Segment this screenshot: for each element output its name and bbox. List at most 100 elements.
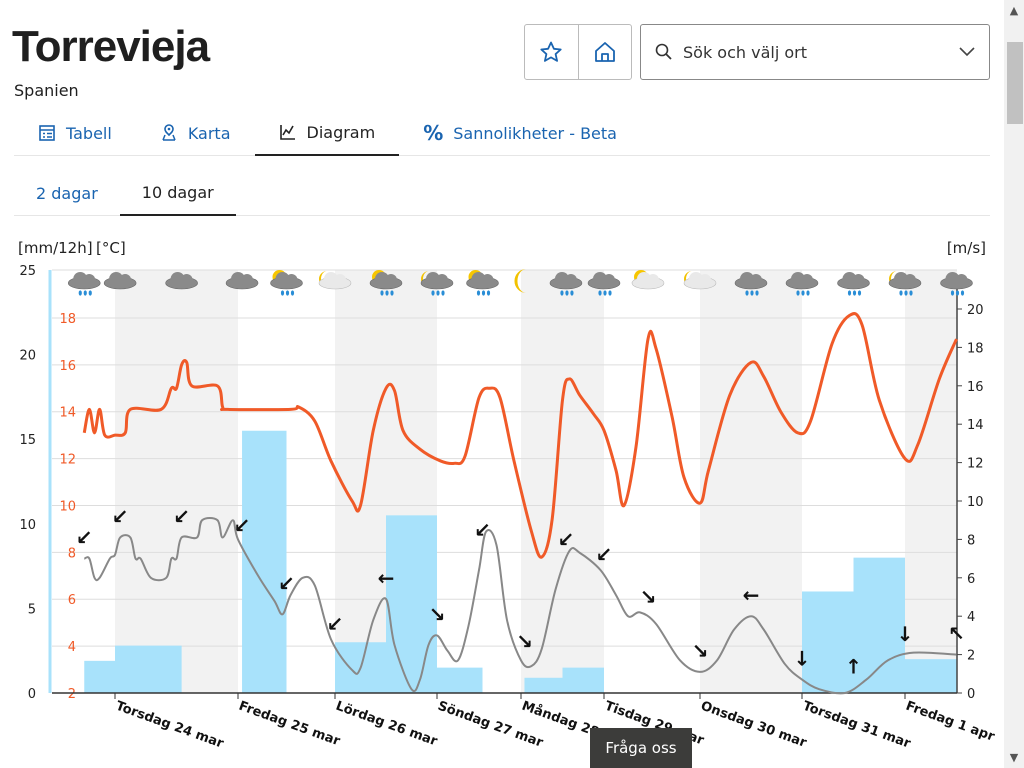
rain-drop [486, 290, 491, 296]
home-icon [594, 42, 615, 62]
chevron-down-icon[interactable] [959, 47, 975, 57]
view-tabs: Tabell Karta Diagram % Sannolikheter - B… [14, 110, 990, 156]
cloud-rain-icon [785, 272, 819, 296]
x-tick-label: Torsdag 24 mar [114, 699, 226, 752]
precip-tick-label: 10 [19, 518, 36, 533]
cloud-shape [791, 272, 805, 286]
wind-direction-arrow: ↘ [429, 602, 446, 626]
wind-direction-arrow: ↙ [558, 528, 575, 552]
cloud-shape [564, 274, 577, 286]
country-label: Spanien [14, 81, 79, 100]
cloud-shape [334, 274, 346, 286]
cloud-shape [481, 274, 494, 286]
home-button[interactable] [577, 25, 632, 79]
cloud-rain-icon [67, 272, 101, 296]
rain-drop [560, 290, 564, 296]
temp-tick-label: 14 [59, 406, 76, 421]
rain-drop [603, 290, 607, 296]
precipitation-bar [437, 667, 483, 693]
rain-drop [441, 290, 445, 296]
cloud-shape [740, 272, 754, 286]
cloud-shape [426, 272, 440, 286]
wind-direction-arrow: ← [743, 583, 760, 607]
rain-drop [806, 290, 810, 296]
tab-karta[interactable]: Karta [136, 110, 255, 156]
wind-tick-label: 8 [967, 533, 975, 548]
precipitation-bar [802, 591, 854, 693]
cloud-shape [170, 272, 185, 286]
scroll-up-icon[interactable]: ▲ [1009, 4, 1019, 17]
scrollbar-thumb[interactable] [1007, 42, 1023, 124]
temp-tick-label: 2 [68, 687, 76, 702]
x-tick-label: Fredag 1 apr [904, 699, 997, 745]
tab-10-dagar[interactable]: 10 dagar [119, 170, 236, 216]
tab-diagram[interactable]: Diagram [254, 110, 400, 156]
wind-tick-label: 18 [967, 341, 984, 356]
night-band [521, 270, 604, 693]
wind-tick-label: 20 [967, 303, 984, 318]
rain-drop [857, 290, 862, 296]
favorite-button[interactable] [525, 25, 578, 79]
x-tick-label: Lördag 26 mar [334, 699, 440, 750]
scrollbar[interactable]: ▲ ▼ [1004, 0, 1024, 768]
rain-drop [431, 290, 435, 296]
rain-drop [385, 290, 389, 296]
period-tabs: 2 dagar 10 dagar [14, 170, 990, 216]
rain-drop [290, 290, 295, 296]
moon-cloud-icon [318, 271, 352, 290]
temp-tick-label: 4 [68, 640, 76, 655]
rain-drop [909, 290, 913, 296]
cloud-shape [852, 274, 865, 286]
tab-label: Diagram [306, 122, 376, 142]
precipitation-bar [115, 645, 182, 693]
wind-direction-arrow: ↘ [640, 585, 657, 609]
precipitation-bar [524, 677, 563, 693]
rain-drop [476, 290, 481, 296]
cloud-rain-icon [549, 272, 583, 296]
cloud-shape [324, 272, 338, 286]
wind-tick-label: 10 [967, 495, 984, 510]
cloud-shape [955, 274, 968, 286]
sun-cloud-rain-icon [369, 270, 403, 296]
temp-tick-label: 6 [68, 593, 76, 608]
cloud-shape [109, 272, 124, 286]
cloud-shape [83, 274, 96, 286]
wind-tick-label: 12 [967, 457, 984, 472]
cloud-shape [750, 274, 762, 286]
cloud-shape [842, 272, 857, 286]
wind-direction-arrow: ↙ [474, 518, 491, 542]
tab-sannolikheter[interactable]: % Sannolikheter - Beta [399, 110, 641, 156]
rain-drop [755, 290, 759, 296]
night-band [905, 270, 957, 693]
rain-drop [285, 290, 290, 296]
tab-tabell[interactable]: Tabell [14, 110, 136, 156]
temperature-line [82, 312, 958, 559]
rain-drop [481, 290, 486, 296]
action-buttons [524, 24, 632, 80]
location-search[interactable]: Sök och välj ort [640, 24, 990, 80]
rain-drop [852, 290, 857, 296]
star-icon [540, 41, 562, 62]
wind-axis-label: [m/s] [947, 239, 986, 257]
search-icon [655, 43, 672, 60]
cloud-rain-icon [734, 272, 768, 296]
rain-drop [380, 290, 384, 296]
wind-direction-arrow: ↖ [948, 622, 965, 646]
cloud-shape [73, 272, 88, 286]
wind-tick-label: 16 [967, 380, 984, 395]
rain-drop [955, 290, 960, 296]
ask-us-button[interactable]: Fråga oss [590, 728, 692, 768]
scroll-down-icon[interactable]: ▼ [1009, 751, 1019, 764]
rain-drop [83, 290, 87, 296]
search-input[interactable]: Sök och välj ort [683, 42, 807, 62]
rain-drop [904, 290, 908, 296]
wind-direction-arrow: ↓ [897, 622, 914, 646]
cloud-icon [165, 272, 198, 290]
cloud-shape [436, 274, 448, 286]
rain-drop [88, 290, 92, 296]
precip-axis-label: [mm/12h] [18, 239, 93, 257]
moon-cloud-rain-icon [888, 271, 922, 296]
precipitation-bar [84, 660, 115, 693]
tab-2-dagar[interactable]: 2 dagar [36, 183, 98, 203]
temp-tick-label: 16 [59, 359, 76, 374]
